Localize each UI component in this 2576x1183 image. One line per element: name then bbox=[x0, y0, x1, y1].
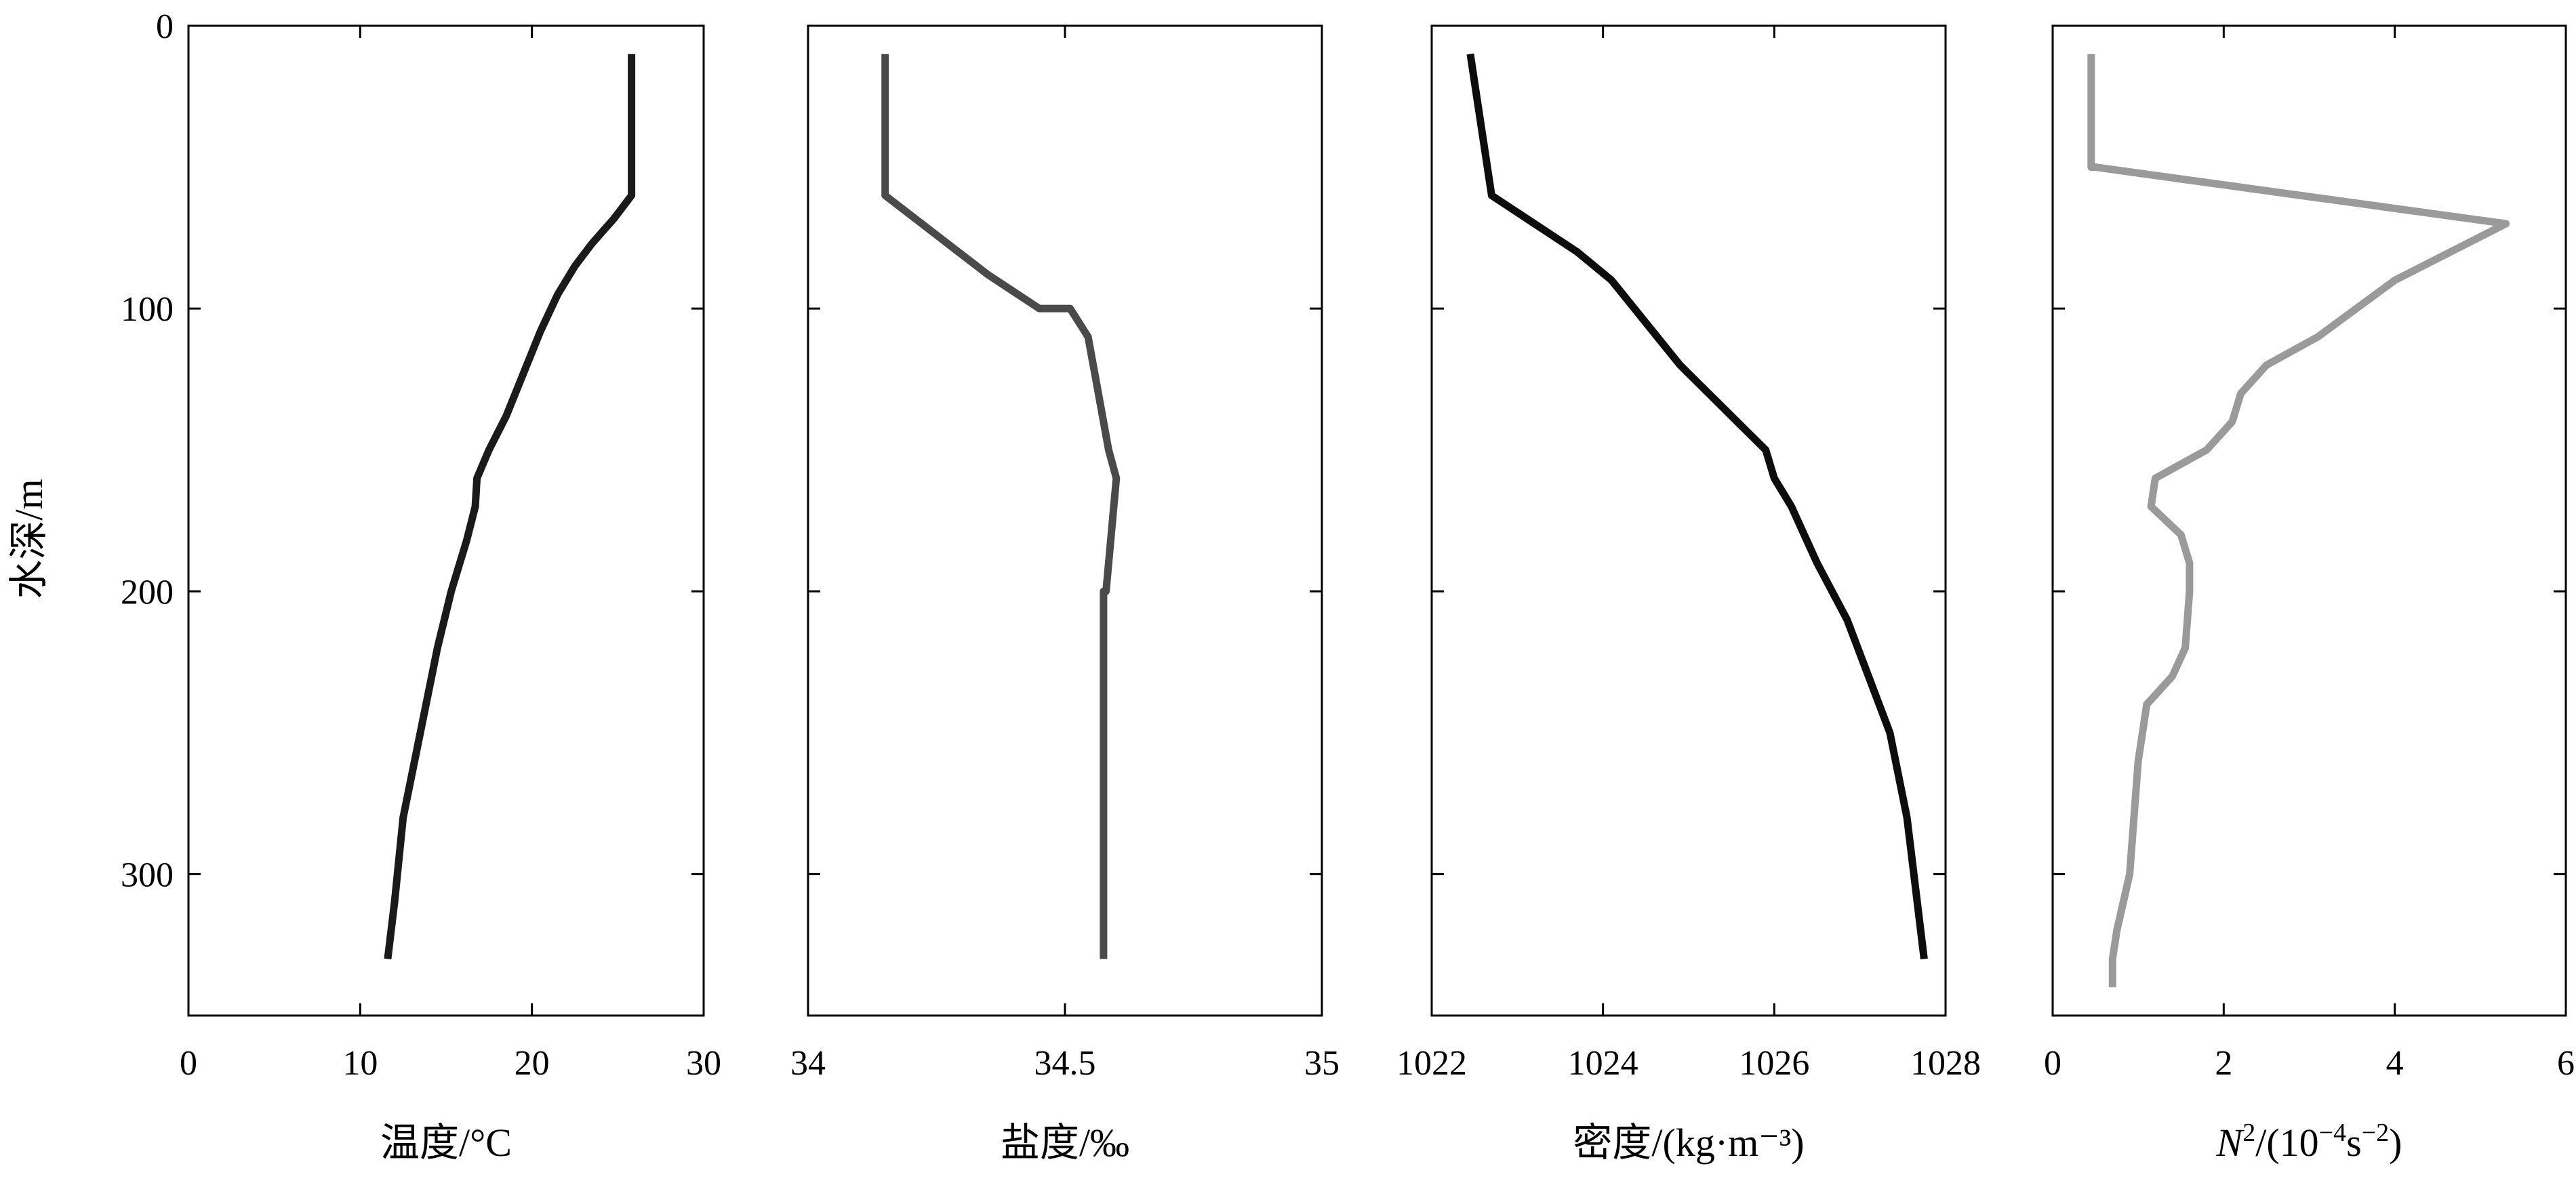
y-tick-label-3: 300 bbox=[121, 856, 174, 894]
shared-y-axis-label: 水深/m bbox=[7, 479, 51, 599]
panel-1-x-tick-label-3: 30 bbox=[686, 1044, 721, 1083]
panel-2-x-axis-label: 盐度/‰ bbox=[1001, 1121, 1129, 1165]
panel-4-axes-frame bbox=[2051, 24, 2567, 1017]
panel-1-axes-frame bbox=[187, 24, 705, 1017]
panel-1-x-axis-label: 温度/°C bbox=[380, 1121, 512, 1165]
y-tick-label-1: 100 bbox=[121, 290, 174, 329]
y-tick-label-2: 200 bbox=[121, 573, 174, 611]
panel-3-x-tick-label-1: 1024 bbox=[1568, 1044, 1638, 1083]
panel-4-profile-line bbox=[2087, 54, 2510, 988]
panel-3-x-tick-label-2: 1026 bbox=[1739, 1044, 1809, 1083]
panel-4-x-axis-label-part-1: 2 bbox=[2242, 1119, 2255, 1147]
panel-4-x-axis-label-part-6: ) bbox=[2389, 1121, 2402, 1165]
panel-1-x-tick-label-2: 20 bbox=[515, 1044, 550, 1083]
panel-4-x-axis-label-part-0: N bbox=[2216, 1121, 2245, 1165]
panel-1-profile-line bbox=[384, 54, 636, 960]
panel-3-x-tick-label-3: 1028 bbox=[1910, 1044, 1981, 1083]
panel-2-x-tick-label-0: 34 bbox=[790, 1044, 826, 1083]
panel-3-profile-line bbox=[1466, 53, 1928, 960]
panel-3-x-tick-label-0: 1022 bbox=[1396, 1044, 1467, 1083]
panel-1-x-tick-label-1: 10 bbox=[342, 1044, 378, 1083]
panel-2-x-tick-label-1: 34.5 bbox=[1034, 1044, 1096, 1083]
panel-4-x-axis-label-part-2: /(10 bbox=[2255, 1121, 2318, 1165]
panel-4-x-tick-label-3: 6 bbox=[2557, 1044, 2575, 1083]
panel-4-x-tick-label-1: 2 bbox=[2215, 1044, 2232, 1083]
panel-3-x-axis-label: 密度/(kg·m⁻³) bbox=[1573, 1121, 1804, 1165]
panel-4-x-axis-label-part-5: −2 bbox=[2362, 1119, 2389, 1147]
panel-4-x-axis-label-part-4: s bbox=[2346, 1121, 2362, 1165]
panel-4: 0 2 4 6N2/(10−4s−2) bbox=[2044, 24, 2575, 1165]
panel-1-x-tick-label-0: 0 bbox=[180, 1044, 197, 1083]
panel-3: 1022 1024 1026 1028 密度/(kg·m⁻³) bbox=[1396, 24, 1981, 1165]
y-tick-label-0: 0 bbox=[156, 7, 174, 46]
panel-2-profile-line bbox=[881, 54, 1121, 959]
panel-2: 34 34.5 35 盐度/‰ bbox=[790, 24, 1340, 1165]
panel-4-x-axis-label-part-3: −4 bbox=[2319, 1119, 2346, 1147]
panel-3-axes-frame bbox=[1430, 24, 1947, 1017]
panel-4-x-tick-label-2: 4 bbox=[2386, 1044, 2404, 1083]
panel-4-x-axis-label: N2/(10−4s−2) bbox=[2216, 1119, 2402, 1165]
panel-4-x-tick-label-0: 0 bbox=[2044, 1044, 2061, 1083]
panel-2-x-tick-label-2: 35 bbox=[1304, 1044, 1340, 1083]
